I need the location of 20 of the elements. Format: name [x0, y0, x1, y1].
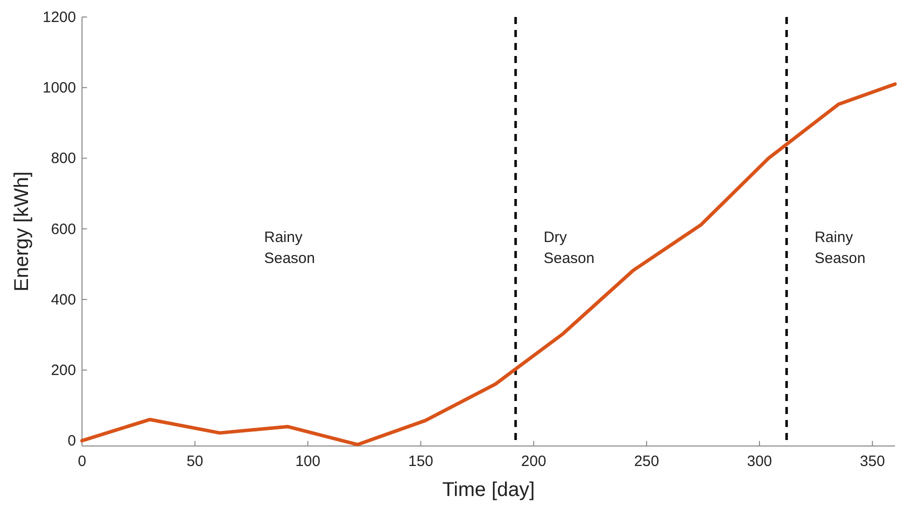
x-tick-label: 300 — [746, 453, 772, 470]
x-tick-label: 250 — [634, 453, 660, 470]
y-tick-label: 200 — [50, 362, 76, 380]
y-tick-label: 600 — [50, 220, 76, 238]
annotation: Rainy Season — [264, 229, 315, 267]
y-tick-label: 1200 — [42, 9, 76, 26]
y-tick-label: 0 — [68, 432, 76, 450]
y-axis-title: Energy [kWh] — [11, 171, 33, 292]
x-tick-label: 0 — [78, 453, 86, 470]
x-tick-label: 50 — [186, 453, 204, 470]
x-tick-label: 200 — [521, 453, 546, 470]
annotation: Dry Season — [544, 229, 594, 267]
x-tick-label: 150 — [408, 453, 434, 470]
annotation: Rainy Season — [814, 229, 866, 267]
x-axis-title: Time [day] — [442, 479, 535, 501]
x-tick-label: 350 — [860, 453, 885, 470]
y-tick-label: 1000 — [42, 80, 76, 97]
y-tick-label: 800 — [50, 150, 76, 168]
x-tick-label: 100 — [295, 453, 320, 470]
y-tick-label: 400 — [50, 291, 76, 308]
